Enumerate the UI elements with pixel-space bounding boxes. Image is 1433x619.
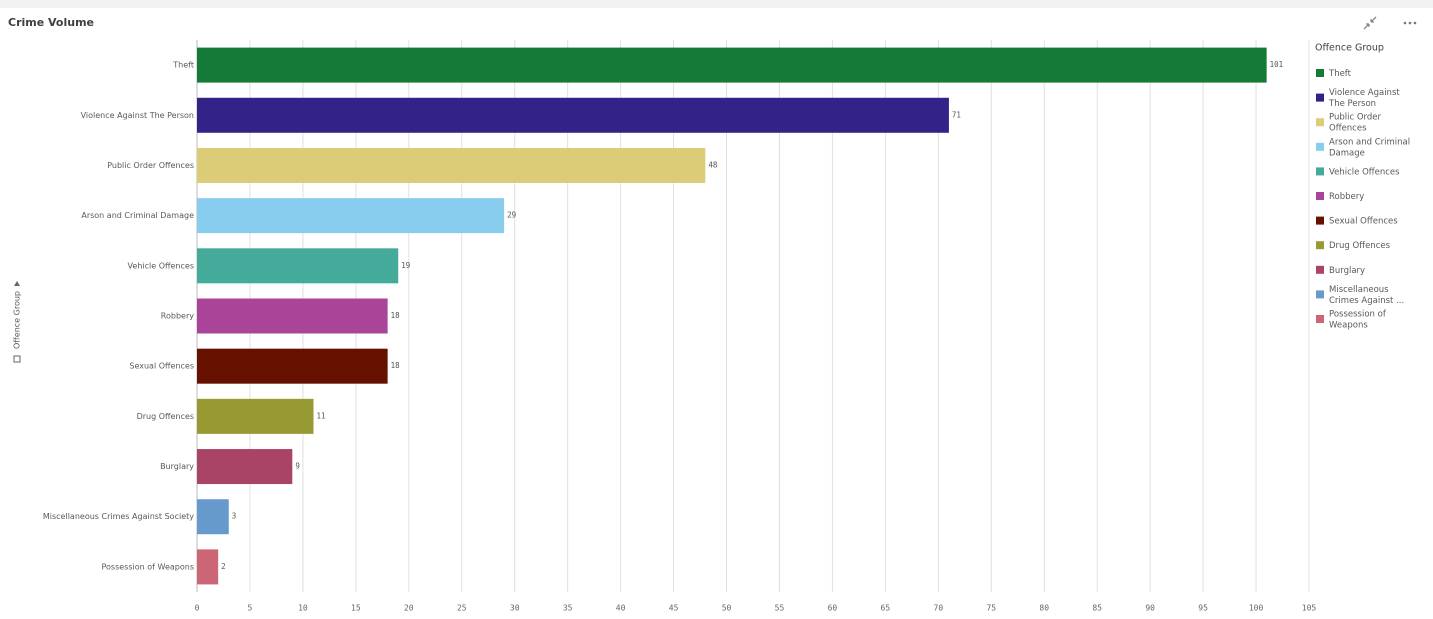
y-tick-label: Miscellaneous Crimes Against Society	[43, 512, 194, 521]
legend-swatch	[1316, 93, 1324, 102]
legend-label: Public Order Offences	[1329, 112, 1382, 133]
legend-swatch	[1316, 167, 1324, 176]
y-axis-title: Offence Group	[13, 291, 22, 349]
legend-swatch	[1316, 265, 1324, 274]
y-tick-label: Robbery	[161, 312, 194, 321]
y-tick-label: Drug Offences	[137, 412, 194, 421]
dropdown-arrow	[14, 281, 20, 286]
value-label: 9	[295, 462, 300, 471]
value-label: 18	[391, 361, 401, 370]
x-tick-label: 25	[457, 604, 467, 613]
legend-title: Offence Group	[1315, 43, 1384, 54]
x-tick-label: 45	[669, 604, 679, 613]
legend-swatch	[1316, 315, 1324, 323]
bar	[197, 298, 388, 334]
x-tick-label: 30	[510, 604, 520, 613]
y-tick-label: Public Order Offences	[107, 161, 194, 170]
legend-swatch	[1316, 290, 1324, 299]
value-label: 3	[232, 512, 237, 521]
x-tick-label: 105	[1302, 604, 1317, 613]
y-tick-label: Sexual Offences	[129, 362, 194, 371]
value-label: 101	[1270, 60, 1284, 69]
menu-icon[interactable]	[1403, 21, 1417, 25]
y-axis-title-group[interactable]: Offence Group	[13, 281, 22, 363]
x-tick-label: 60	[828, 604, 838, 613]
legend-label: Possession of Weapons	[1329, 309, 1387, 330]
bar	[197, 348, 388, 384]
legend-label: Drug Offences	[1329, 241, 1391, 251]
y-tick-label: Possession of Weapons	[102, 562, 195, 571]
value-label: 71	[952, 110, 961, 119]
x-tick-label: 70	[934, 604, 944, 613]
top-strip	[0, 0, 1433, 8]
x-tick-label: 65	[881, 604, 891, 613]
x-tick-label: 75	[986, 604, 996, 613]
value-label: 29	[507, 211, 516, 220]
x-tick-label: 90	[1145, 604, 1155, 613]
bar	[197, 449, 293, 485]
x-tick-label: 55	[775, 604, 785, 613]
bar	[197, 198, 505, 234]
bar	[197, 97, 949, 133]
legend-label: Sexual Offences	[1329, 216, 1398, 226]
x-tick-label: 0	[195, 604, 200, 613]
value-label: 48	[708, 160, 718, 169]
y-tick-label: Vehicle Offences	[128, 261, 194, 270]
dimension-icon	[13, 355, 21, 363]
x-tick-label: 100	[1249, 604, 1264, 613]
bar	[197, 47, 1267, 83]
value-label: 18	[391, 311, 401, 320]
legend-label: Robbery	[1329, 192, 1364, 202]
legend-swatch	[1316, 241, 1324, 250]
x-tick-label: 20	[404, 604, 414, 613]
x-tick-label: 95	[1198, 604, 1208, 613]
value-label: 11	[316, 411, 325, 420]
x-tick-label: 15	[351, 604, 361, 613]
legend-label: Burglary	[1329, 265, 1365, 275]
chart-title: Crime Volume	[8, 16, 94, 29]
value-label: 2	[221, 562, 226, 571]
legend-swatch	[1316, 216, 1324, 225]
x-tick-label: 5	[248, 604, 253, 613]
bar	[197, 549, 219, 585]
x-tick-label: 35	[563, 604, 573, 613]
bar	[197, 499, 229, 535]
bar	[197, 398, 314, 434]
x-tick-label: 40	[616, 604, 626, 613]
x-tick-label: 10	[298, 604, 308, 613]
legend-swatch	[1316, 118, 1324, 127]
x-tick-label: 50	[722, 604, 732, 613]
x-tick-label: 85	[1092, 604, 1102, 613]
x-tick-label: 80	[1039, 604, 1049, 613]
legend-label: Theft	[1328, 69, 1352, 79]
legend-swatch	[1316, 142, 1324, 151]
value-label: 19	[401, 261, 410, 270]
legend-label: Violence Against The Person	[1328, 88, 1400, 109]
legend-swatch	[1316, 69, 1324, 77]
legend-label: Arson and Criminal Damage	[1329, 137, 1410, 158]
legend-swatch	[1316, 192, 1324, 200]
y-tick-label: Burglary	[160, 462, 194, 471]
expand-icon[interactable]	[1363, 16, 1377, 30]
legend-label: Miscellaneous Crimes Against ...	[1329, 284, 1404, 305]
y-tick-label: Arson and Criminal Damage	[81, 211, 194, 220]
bar	[197, 147, 706, 183]
y-tick-label: Violence Against The Person	[81, 111, 194, 120]
legend-label: Vehicle Offences	[1329, 167, 1400, 177]
y-tick-label: Theft	[172, 61, 194, 70]
bar	[197, 248, 399, 284]
